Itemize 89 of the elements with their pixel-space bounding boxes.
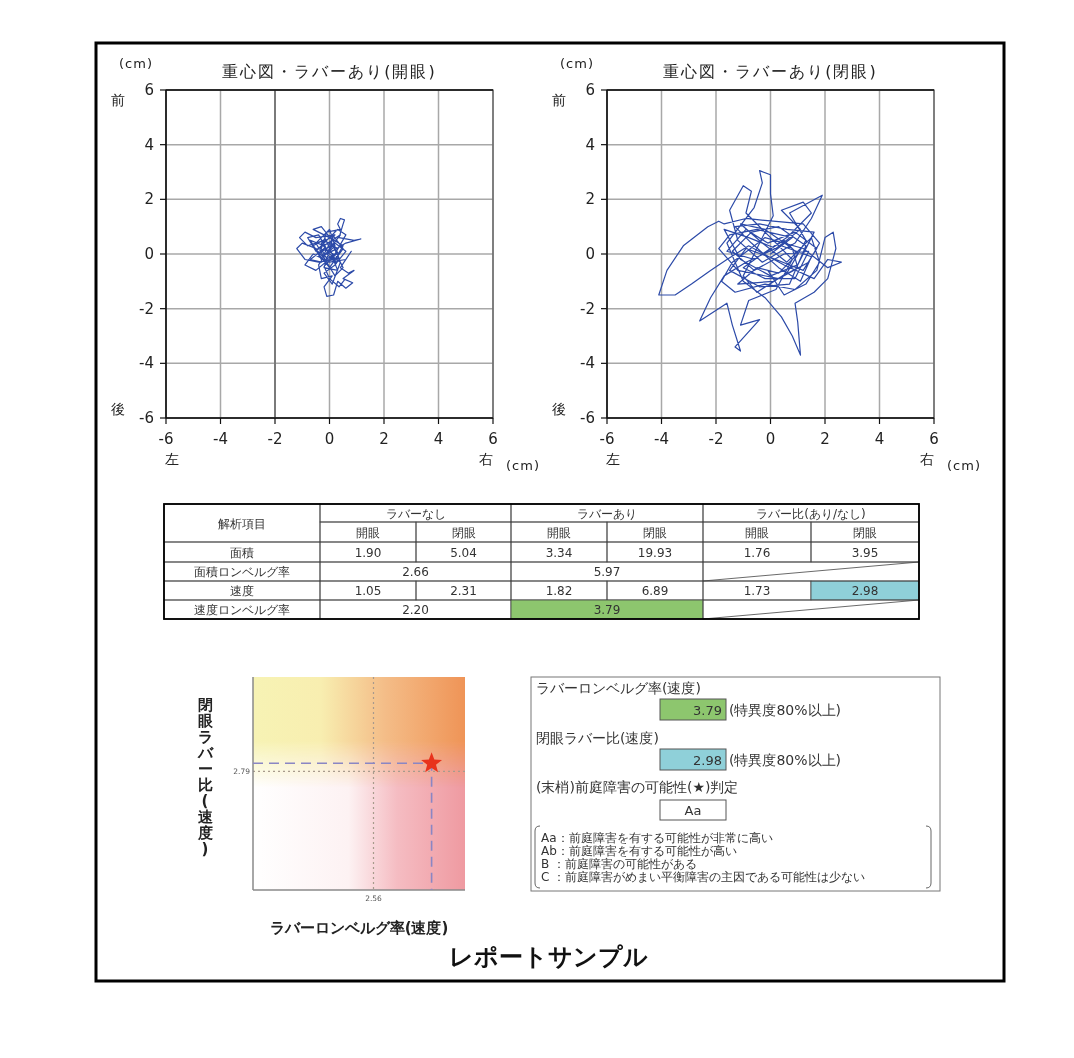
text: 前 <box>552 92 566 108</box>
x-tick-label: 2 <box>379 430 389 448</box>
text: ラバーあり <box>577 506 637 521</box>
text: 閉眼 <box>451 525 476 540</box>
text: 3.95 <box>851 545 879 560</box>
text: 後 <box>552 401 566 417</box>
text: ラバーなし <box>385 506 446 521</box>
text: 前 <box>111 92 125 108</box>
y-tick-label: -2 <box>580 299 595 318</box>
line-series <box>296 217 362 297</box>
text: 1.73 <box>743 584 771 598</box>
y-tick-label: -6 <box>580 409 595 427</box>
text: 3.79 <box>593 603 621 617</box>
x-axis-title: (cm) <box>506 457 540 473</box>
text: Aa：前庭障害を有する可能性が非常に高い <box>541 831 773 845</box>
chart-title: 重心図・ラバーあり(開眼) <box>222 61 437 81</box>
x-tick-label: 6 <box>488 430 498 448</box>
text: 後 <box>111 401 125 417</box>
text: ラバーロンベルグ率(速度) <box>536 680 701 696</box>
text: (特異度80%以上) <box>729 702 842 718</box>
x-tick-label: -4 <box>654 430 669 448</box>
text: 3.79 <box>693 702 722 718</box>
text: Ab：前庭障害を有する可能性が高い <box>541 844 737 858</box>
text: 右 <box>479 451 493 467</box>
x-tick-label: 0 <box>765 430 776 448</box>
x-tick-label: 4 <box>874 430 885 448</box>
text: 2.98 <box>693 752 722 768</box>
text: 1.05 <box>354 584 382 598</box>
y-tick-label: 2 <box>144 190 154 209</box>
text: 速度ロンベルグ率 <box>194 603 290 617</box>
text: 1.90 <box>354 545 382 560</box>
x-tick-label: 4 <box>433 430 444 448</box>
text: 面積 <box>230 545 254 560</box>
line-series <box>658 170 842 356</box>
text: 19.93 <box>637 545 673 560</box>
text: 開眼 <box>745 525 769 540</box>
text: 右 <box>920 451 934 467</box>
x-tick-label: -4 <box>213 430 228 448</box>
y-tick-label: -6 <box>139 409 154 427</box>
text: 開眼 <box>356 525 380 540</box>
x-tick-label: 2 <box>820 430 830 448</box>
text: 2.98 <box>851 584 879 598</box>
text: (特異度80%以上) <box>729 752 842 768</box>
x-tick-label: -6 <box>158 430 174 448</box>
text: 閉眼ラバー比(速度) <box>197 696 213 858</box>
x-tick-label: 6 <box>929 430 939 448</box>
y-tick-label: -2 <box>139 299 154 318</box>
y-tick-label: -4 <box>580 354 595 373</box>
text: 5.97 <box>593 565 621 579</box>
text: 左 <box>606 451 620 467</box>
text: 2.66 <box>402 565 429 579</box>
x-tick-label: -2 <box>267 430 283 448</box>
y-axis-title: (cm) <box>119 55 153 71</box>
y-tick-label: 6 <box>144 81 154 99</box>
text: 2.20 <box>402 603 429 617</box>
text: 閉眼 <box>643 525 667 540</box>
text: B ：前庭障害の可能性がある <box>541 857 698 871</box>
text: 2.31 <box>450 584 477 598</box>
text: レポートサンプル <box>448 943 648 971</box>
text: 左 <box>165 451 179 467</box>
y-tick-label: 0 <box>585 245 595 263</box>
text: 3.34 <box>545 545 573 560</box>
text: (末梢)前庭障害の可能性(★)判定 <box>536 779 739 795</box>
text: 速度 <box>230 584 254 598</box>
text: 閉眼ラバー比(速度) <box>536 730 659 746</box>
text: ラバー比(あり/なし) <box>756 506 866 521</box>
text: 1.76 <box>743 545 771 560</box>
y-tick-label: -4 <box>139 354 154 373</box>
text: ラバーロンベルグ率(速度) <box>269 919 449 937</box>
text: 閉眼 <box>853 525 877 540</box>
text: C ：前庭障害がめまい平衡障害の主因である可能性は少ない <box>541 870 866 884</box>
text: 5.04 <box>450 545 477 560</box>
x-axis-title: (cm) <box>947 457 981 473</box>
text: Aa <box>684 803 702 818</box>
y-tick-label: 4 <box>144 135 154 154</box>
y-tick-label: 0 <box>144 245 154 263</box>
y-tick-label: 4 <box>585 135 595 154</box>
text: 6.89 <box>641 584 669 598</box>
text: 面積ロンベルグ率 <box>194 565 290 579</box>
chart-title: 重心図・ラバーあり(閉眼) <box>663 61 878 81</box>
text: 解析項目 <box>218 516 266 531</box>
text: 1.82 <box>545 584 573 598</box>
y-tick-label: 2 <box>585 190 595 209</box>
x-tick-label: -6 <box>599 430 615 448</box>
x-tick-label: 0 <box>324 430 335 448</box>
text: 開眼 <box>547 525 571 540</box>
y-axis-title: (cm) <box>560 55 594 71</box>
y-tick-label: 6 <box>585 81 595 99</box>
x-tick-label: -2 <box>708 430 724 448</box>
